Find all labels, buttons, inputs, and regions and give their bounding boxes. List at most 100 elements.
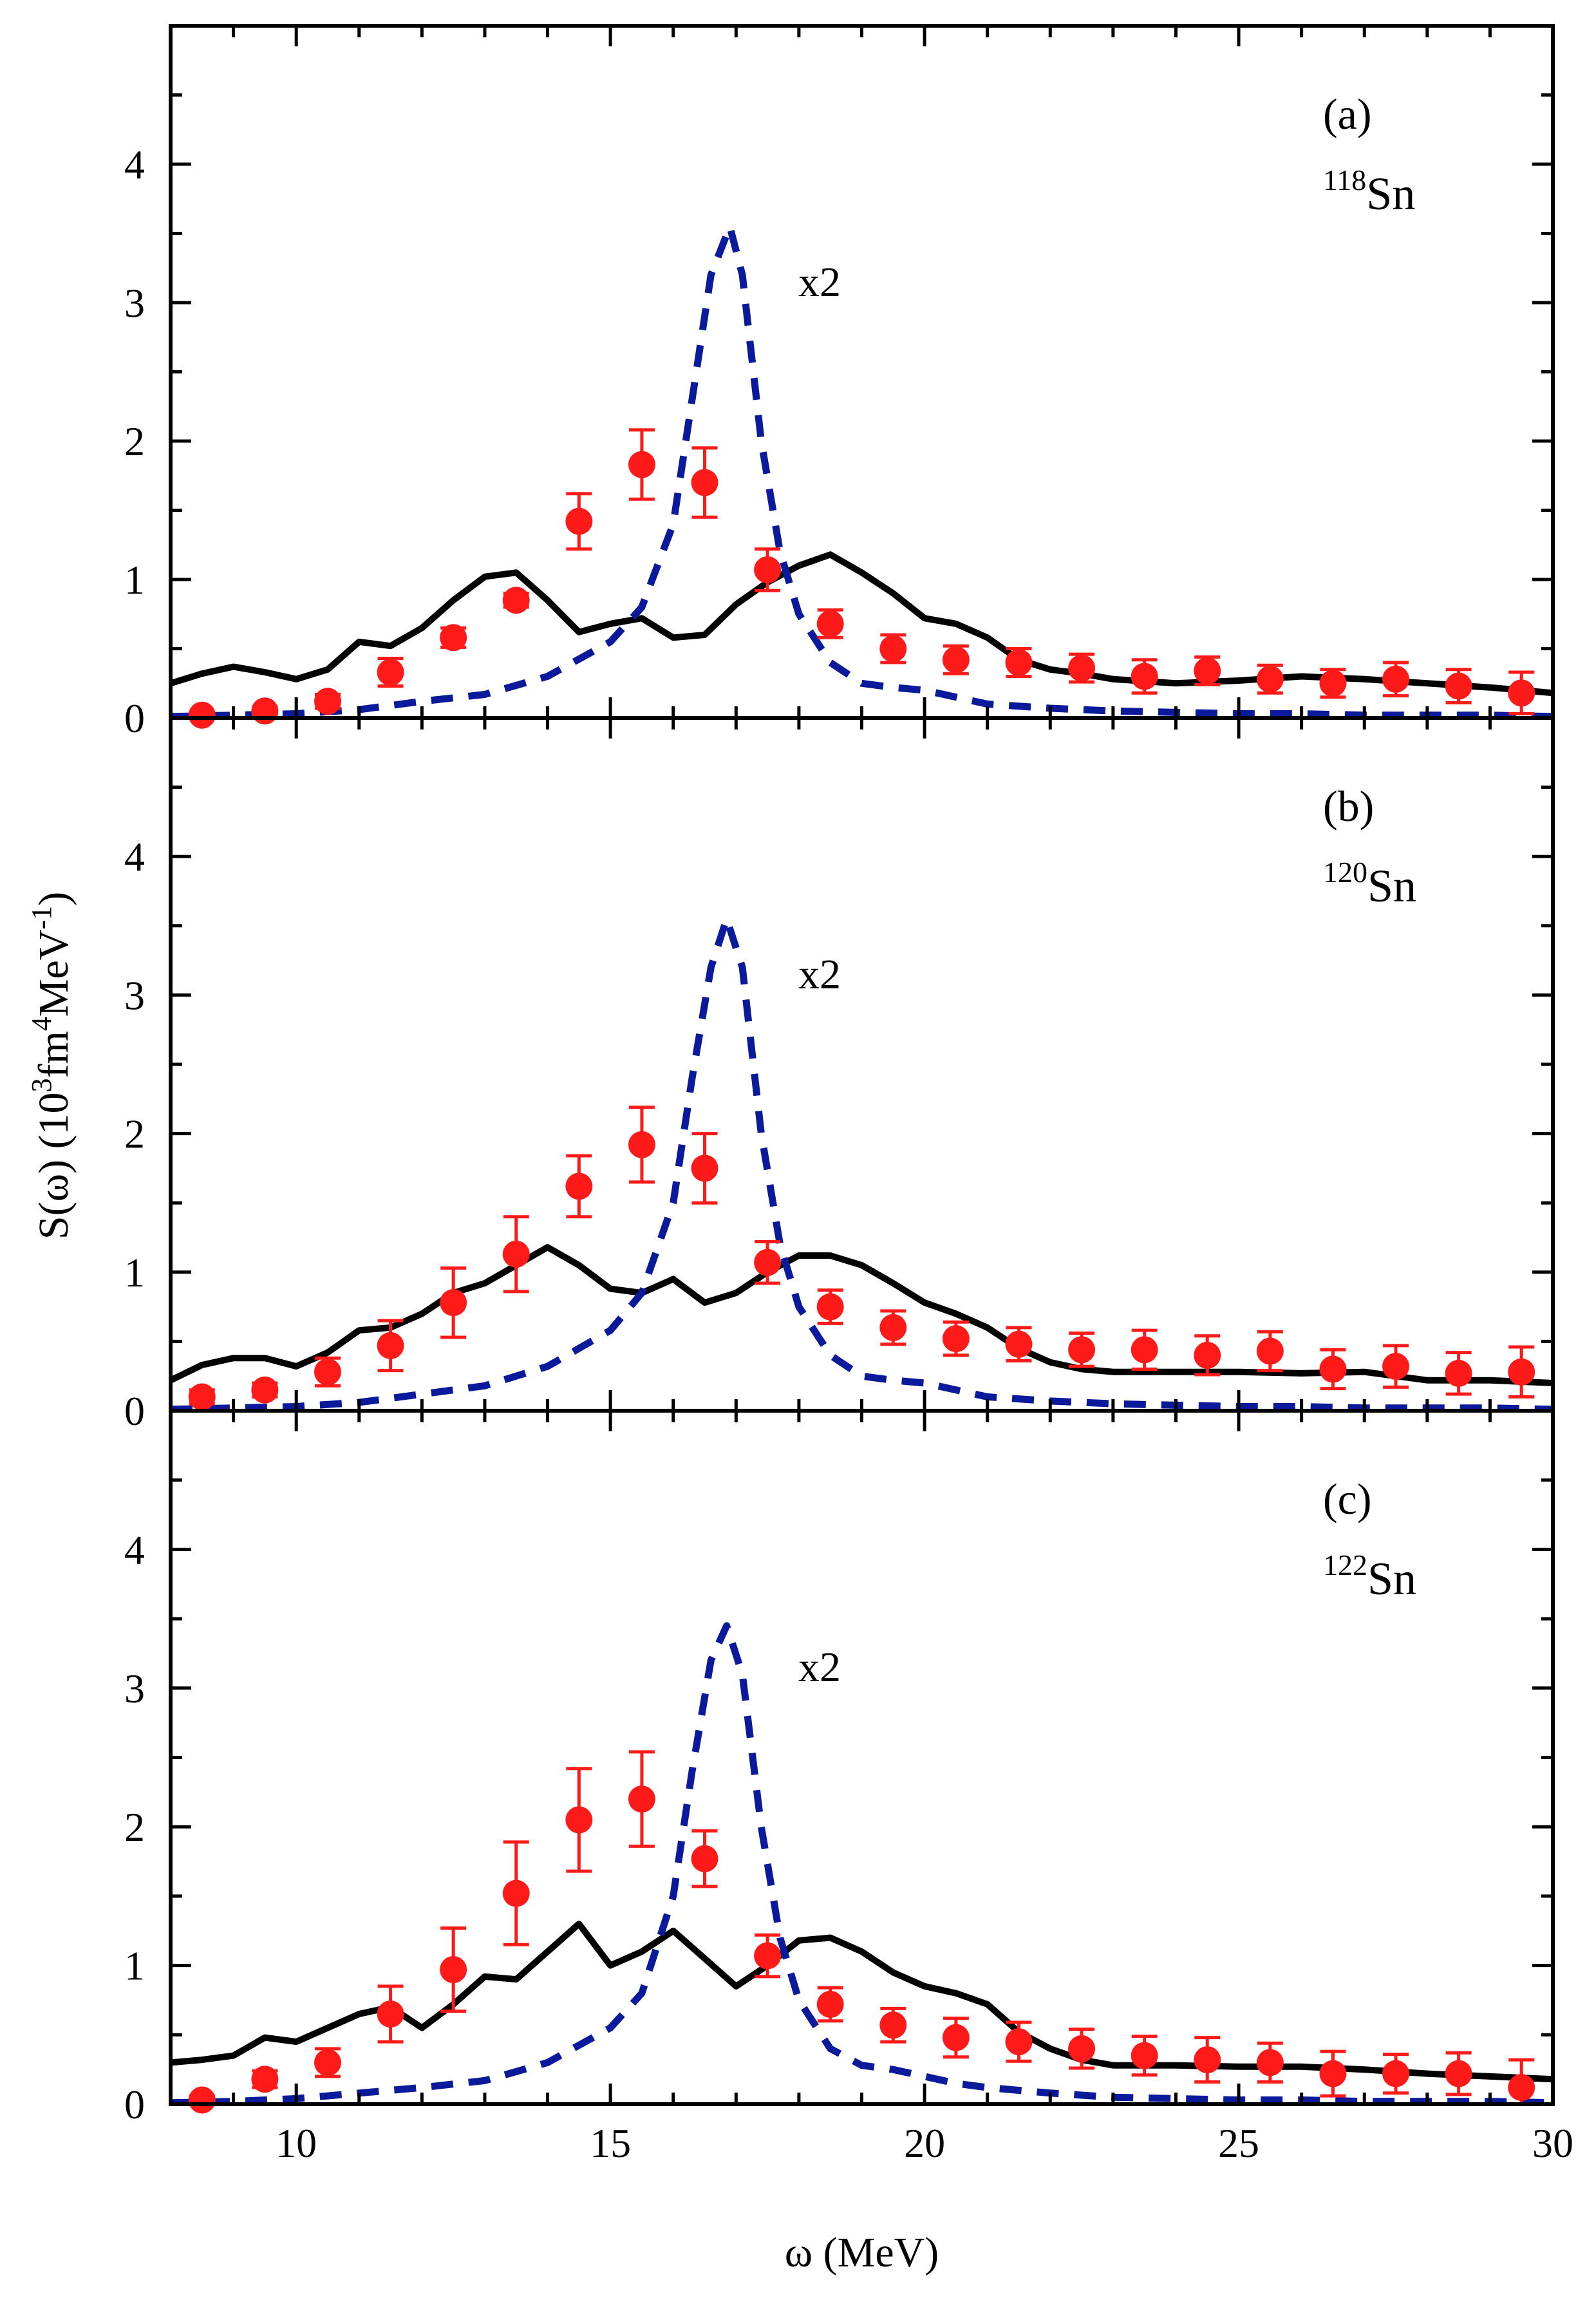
- nucleus-mass: 118: [1323, 164, 1366, 196]
- data-point: [1382, 665, 1410, 693]
- data-point: [314, 1358, 341, 1386]
- data-point: [1256, 2049, 1284, 2076]
- y-tick-label: 4: [124, 834, 145, 880]
- y-tick-label: 1: [124, 1943, 145, 1989]
- data-point: [754, 1942, 782, 1970]
- y-axis-title-mid2: MeV: [30, 930, 77, 1017]
- y-tick-label: 4: [124, 142, 145, 187]
- data-point: [691, 1154, 718, 1182]
- data-point: [1319, 670, 1347, 697]
- panel-label: (c): [1323, 1474, 1371, 1523]
- data-point: [188, 701, 216, 729]
- y-tick-label: 1: [124, 557, 145, 603]
- panel-3: (c) 122Sn x2 0 1 2 3 4: [124, 1474, 1553, 2127]
- nucleus-label: 120Sn: [1323, 856, 1416, 912]
- y-axis-title-sup1: 3: [26, 1078, 57, 1093]
- panel-2: (b) 120Sn x2 0 1 2 3 4: [124, 782, 1553, 1434]
- nucleus-label: 118Sn: [1323, 164, 1415, 220]
- solid-curve: [171, 1244, 1553, 1386]
- y-axis-title-sup3: -1: [26, 906, 57, 930]
- data-point: [816, 610, 844, 637]
- data-point: [1068, 2035, 1096, 2062]
- y-tick-label: 0: [124, 695, 145, 741]
- x-tick-label: 20: [904, 2120, 945, 2166]
- data-point: [377, 659, 404, 686]
- data-point: [942, 646, 970, 673]
- data-point: [188, 2086, 216, 2114]
- panel-plot-area: [171, 1622, 1553, 2104]
- data-point: [1131, 663, 1158, 690]
- data-point: [565, 1806, 593, 1834]
- dashed-curve: [171, 1622, 1553, 2104]
- data-point: [314, 2049, 341, 2076]
- data-point: [188, 1383, 216, 1411]
- solid-curve: [171, 551, 1553, 697]
- x-tick-label: 15: [590, 2120, 631, 2166]
- data-point: [377, 2000, 404, 2028]
- data-point: [1382, 2060, 1410, 2087]
- data-point: [502, 1240, 530, 1268]
- data-point: [1131, 1336, 1158, 1364]
- frame-layer: [169, 24, 1555, 2106]
- data-point: [1508, 2074, 1535, 2102]
- scale-factor-label: x2: [798, 951, 841, 998]
- y-axis-title-mid: fm: [30, 1031, 77, 1078]
- data-point: [691, 469, 718, 496]
- data-point: [754, 1248, 782, 1276]
- y-tick-label: 0: [124, 1388, 145, 1434]
- data-point: [816, 1990, 844, 2018]
- nucleus-symbol: Sn: [1367, 1553, 1416, 1605]
- data-point: [502, 1879, 530, 1907]
- panel-label: (a): [1323, 89, 1371, 138]
- data-point: [502, 587, 530, 614]
- data-point: [314, 688, 341, 715]
- data-point: [754, 556, 782, 583]
- x-axis-title: ω (MeV): [785, 2229, 939, 2276]
- data-point: [942, 2024, 970, 2051]
- nucleus-label: 122Sn: [1323, 1549, 1416, 1605]
- data-point: [1194, 1341, 1221, 1369]
- data-point: [628, 1785, 655, 1813]
- x-tick-label: 25: [1218, 2120, 1259, 2166]
- data-point: [1005, 2028, 1033, 2056]
- data-point: [440, 1289, 467, 1317]
- labels-layer: ω (MeV) S(ω) (103fm4MeV-1): [26, 892, 939, 2276]
- panel-plot-area: [171, 223, 1553, 718]
- data-point: [1256, 1337, 1284, 1365]
- data-point: [251, 697, 279, 725]
- y-axis-title-end: ): [30, 892, 77, 906]
- data-point: [1508, 679, 1535, 707]
- dashed-curve: [171, 223, 1553, 718]
- data-point: [879, 1313, 907, 1341]
- panels-layer: (a)118Snx201234(b)120Snx201234(c)122Snx2…: [124, 89, 1553, 2127]
- solid-curve: [171, 1921, 1553, 2083]
- data-point: [1382, 1353, 1410, 1380]
- data-point: [565, 1172, 593, 1200]
- dashed-curve: [171, 915, 1553, 1411]
- y-tick-label: 0: [124, 2082, 145, 2127]
- data-point: [1319, 1355, 1347, 1383]
- scale-factor-label: x2: [798, 1644, 841, 1691]
- data-point: [565, 507, 593, 535]
- data-point: [1445, 672, 1472, 700]
- data-point: [942, 1325, 970, 1353]
- data-point: [816, 1293, 844, 1321]
- panel-label: (b): [1323, 782, 1374, 831]
- y-tick-label: 1: [124, 1250, 145, 1295]
- panel-plot-area: [171, 915, 1553, 1411]
- data-point: [251, 2066, 279, 2093]
- y-tick-label: 2: [124, 1804, 145, 1850]
- y-tick-label: 3: [124, 1666, 145, 1711]
- y-tick-label: 2: [124, 419, 145, 464]
- data-point: [1005, 1330, 1033, 1358]
- data-point: [1194, 2046, 1221, 2074]
- data-point: [440, 624, 467, 652]
- data-point: [1005, 649, 1033, 676]
- y-axis-title-main: S(ω) (10: [30, 1093, 77, 1240]
- data-point: [1256, 665, 1284, 693]
- y-tick-label: 4: [124, 1527, 145, 1572]
- data-point: [691, 1845, 718, 1872]
- x-tick-label: 30: [1532, 2120, 1573, 2166]
- data-point: [251, 1376, 279, 1404]
